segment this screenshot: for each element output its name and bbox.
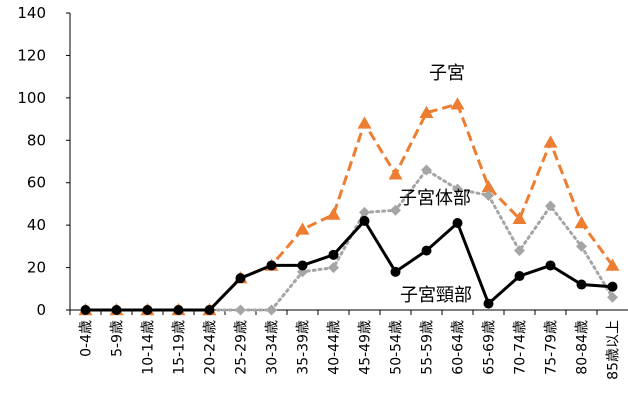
point-2-17 xyxy=(607,281,618,292)
point-2-0 xyxy=(80,305,91,315)
x-tick-label-1: 5-9歳 xyxy=(110,320,126,357)
point-0-15 xyxy=(543,135,558,148)
point-0-7 xyxy=(295,222,310,235)
point-0-12 xyxy=(450,97,465,110)
point-2-4 xyxy=(204,305,215,315)
series-line-0 xyxy=(85,102,614,312)
x-tick-label-6: 30-34歳 xyxy=(265,320,281,375)
point-2-3 xyxy=(173,305,184,315)
point-0-17 xyxy=(605,258,620,271)
x-tick-label-7: 35-39歳 xyxy=(296,320,312,375)
point-2-16 xyxy=(576,279,587,290)
x-tick-label-3: 15-19歳 xyxy=(172,320,188,375)
point-0-13 xyxy=(481,179,496,193)
x-tick-label-14: 70-74歳 xyxy=(513,320,529,375)
point-1-6 xyxy=(266,304,277,316)
point-2-2 xyxy=(142,305,153,315)
point-1-15 xyxy=(545,200,556,212)
series-0 xyxy=(78,97,620,316)
point-2-12 xyxy=(452,218,463,229)
point-2-10 xyxy=(390,266,401,277)
x-tick-label-13: 65-69歳 xyxy=(482,320,498,375)
point-1-16 xyxy=(576,240,587,252)
y-tick-label-80: 80 xyxy=(27,131,46,149)
y-tick-label-120: 120 xyxy=(17,46,46,64)
x-tick-label-15: 75-79歳 xyxy=(544,320,560,375)
point-2-1 xyxy=(111,305,122,315)
series-label-0: 子宮 xyxy=(429,63,465,84)
point-1-10 xyxy=(390,204,401,216)
series-line-2 xyxy=(85,218,613,312)
point-1-8 xyxy=(328,262,339,274)
point-0-11 xyxy=(419,105,434,118)
x-tick-label-10: 50-54歳 xyxy=(389,320,405,375)
point-2-11 xyxy=(421,245,432,256)
x-tick-label-2: 10-14歳 xyxy=(141,320,157,375)
series-layer xyxy=(78,97,620,316)
y-tick-label-20: 20 xyxy=(27,259,46,277)
x-tick-label-12: 60-64歳 xyxy=(451,320,467,375)
x-tick-label-0: 0-4歳 xyxy=(79,320,95,357)
point-1-17 xyxy=(607,291,618,303)
x-tick-label-8: 40-44歳 xyxy=(327,320,343,375)
point-1-9 xyxy=(359,206,370,218)
y-tick-label-40: 40 xyxy=(27,216,46,234)
point-0-9 xyxy=(357,116,372,129)
x-tick-label-11: 55-59歳 xyxy=(420,320,436,375)
x-tick-label-5: 25-29歳 xyxy=(234,320,250,375)
point-0-8 xyxy=(326,207,341,220)
point-2-15 xyxy=(545,260,556,271)
point-0-10 xyxy=(388,167,403,180)
series-line-1 xyxy=(84,168,614,312)
point-2-5 xyxy=(235,273,246,284)
y-tick-label-140: 140 xyxy=(17,4,46,22)
x-tick-label-16: 80-84歳 xyxy=(575,320,591,375)
point-1-13 xyxy=(483,189,494,201)
series-label-2: 子宮頸部 xyxy=(400,285,472,306)
point-1-14 xyxy=(514,245,525,257)
point-1-12 xyxy=(452,183,463,195)
point-0-14 xyxy=(512,211,527,225)
point-2-9 xyxy=(359,215,370,226)
x-tick-label-4: 20-24歳 xyxy=(203,320,219,375)
point-2-13 xyxy=(483,298,494,309)
point-2-7 xyxy=(297,260,308,271)
y-tick-label-0: 0 xyxy=(36,301,46,319)
x-tick-label-9: 45-49歳 xyxy=(358,320,374,375)
series-label-1: 子宮体部 xyxy=(399,188,471,209)
y-tick-label-60: 60 xyxy=(27,174,46,192)
point-2-8 xyxy=(328,249,339,260)
series-2 xyxy=(80,215,618,315)
axes: 0 20 40 60 80 100 120 140 0-4歳 5-9歳 10-14歳 15-19歳 20… xyxy=(17,4,628,380)
x-tick-label-17: 85歳以上 xyxy=(606,320,622,380)
point-0-16 xyxy=(574,216,589,229)
point-1-5 xyxy=(235,304,246,316)
point-2-14 xyxy=(514,271,525,282)
y-tick-label-100: 100 xyxy=(17,89,46,107)
point-2-6 xyxy=(266,260,277,271)
point-1-11 xyxy=(421,164,432,176)
